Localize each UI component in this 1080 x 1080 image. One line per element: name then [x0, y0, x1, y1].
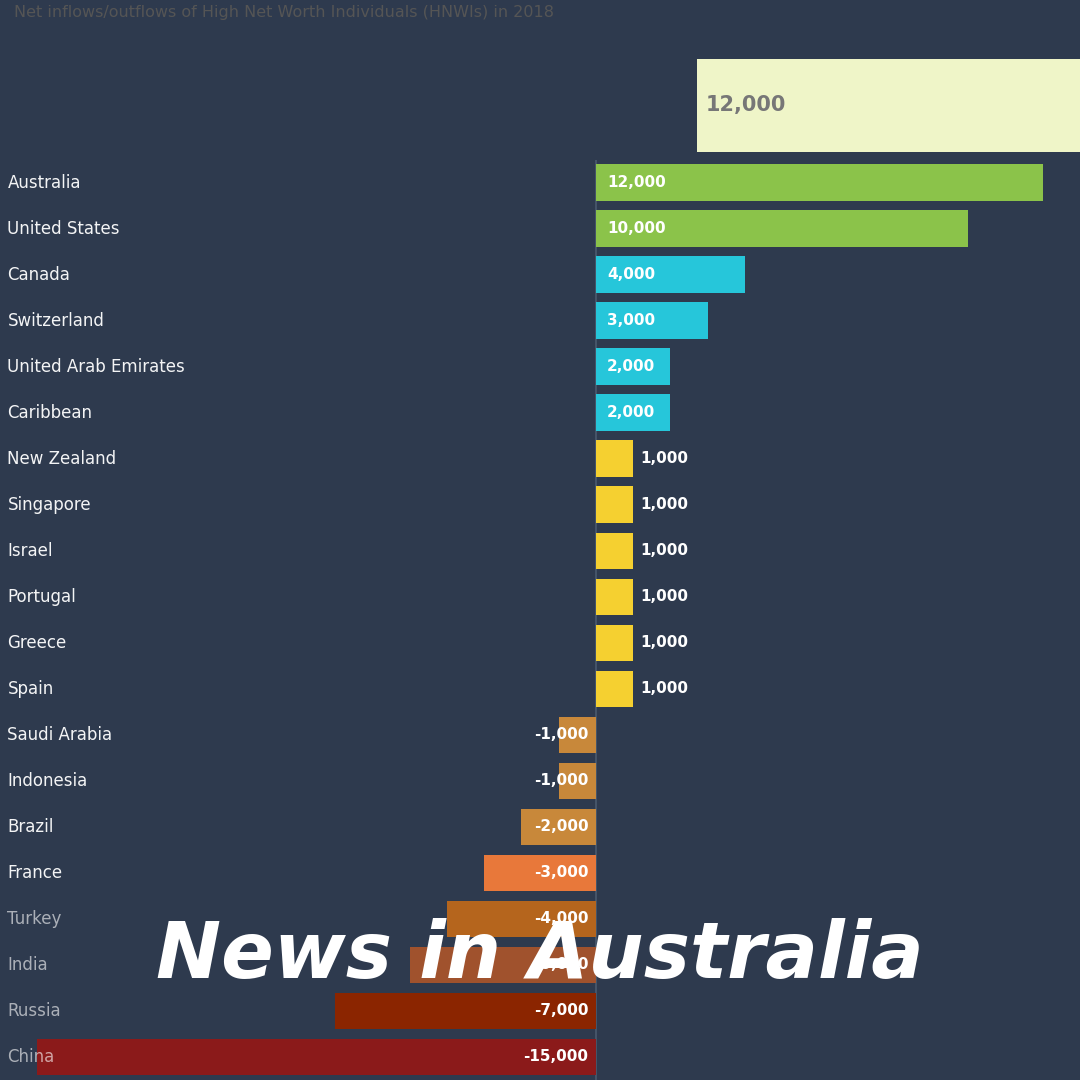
Bar	[596, 671, 633, 707]
Text: New Zealand: New Zealand	[8, 450, 117, 468]
Bar	[596, 532, 633, 569]
Bar	[37, 1039, 596, 1076]
Text: -2,000: -2,000	[534, 820, 589, 835]
Text: Canada: Canada	[8, 266, 70, 284]
Bar	[335, 993, 596, 1029]
Text: Caribbean: Caribbean	[8, 404, 93, 422]
Text: 1,000: 1,000	[640, 590, 689, 605]
Text: Portugal: Portugal	[8, 588, 77, 606]
Text: United States: United States	[8, 220, 120, 238]
Bar	[596, 486, 633, 524]
Text: Australia: Australia	[8, 174, 81, 192]
Text: Greece: Greece	[8, 634, 67, 652]
Text: News in Australia: News in Australia	[157, 918, 923, 994]
Bar	[596, 394, 671, 431]
Text: Net inflows/outflows of High Net Worth Individuals (HNWIs) in 2018: Net inflows/outflows of High Net Worth I…	[14, 4, 554, 19]
Text: Singapore: Singapore	[8, 496, 91, 514]
Text: 1,000: 1,000	[640, 451, 689, 467]
Text: 2,000: 2,000	[607, 405, 656, 420]
Bar	[484, 854, 596, 891]
FancyBboxPatch shape	[697, 59, 1080, 152]
Bar	[447, 901, 596, 937]
Text: 12,000: 12,000	[705, 95, 785, 116]
Text: 1,000: 1,000	[640, 543, 689, 558]
Text: Indonesia: Indonesia	[8, 772, 87, 789]
Text: Brazil: Brazil	[8, 818, 54, 836]
Text: 1,000: 1,000	[640, 635, 689, 650]
Bar	[558, 716, 596, 754]
Text: China: China	[8, 1048, 55, 1066]
Bar	[522, 809, 596, 846]
Text: India: India	[8, 956, 49, 974]
Bar	[409, 946, 596, 984]
Text: United Arab Emirates: United Arab Emirates	[8, 357, 185, 376]
Text: -7,000: -7,000	[534, 1003, 589, 1018]
Bar	[596, 441, 633, 477]
Bar	[596, 211, 969, 247]
Text: Switzerland: Switzerland	[8, 312, 105, 329]
Text: Israel: Israel	[8, 542, 53, 559]
Text: 4,000: 4,000	[607, 268, 656, 282]
Bar	[596, 349, 671, 386]
Text: Turkey: Turkey	[8, 910, 62, 928]
Text: 3,000: 3,000	[607, 313, 656, 328]
Text: Australia: Australia	[14, 129, 100, 147]
Bar	[596, 624, 633, 661]
Text: Saudi Arabia: Saudi Arabia	[8, 726, 112, 744]
Text: 1,000: 1,000	[640, 498, 689, 512]
Text: France: France	[8, 864, 63, 882]
Bar	[596, 164, 1043, 201]
Text: 10,000: 10,000	[607, 221, 665, 237]
Text: Russia: Russia	[8, 1002, 62, 1020]
Bar	[558, 762, 596, 799]
Bar	[596, 579, 633, 616]
Text: -1,000: -1,000	[534, 728, 589, 742]
Text: Spain: Spain	[8, 680, 54, 698]
Bar	[596, 302, 707, 339]
Text: -1,000: -1,000	[534, 773, 589, 788]
Text: 2,000: 2,000	[607, 360, 656, 375]
Text: 12,000: 12,000	[607, 175, 665, 190]
Text: -3,000: -3,000	[534, 865, 589, 880]
Text: -5,000: -5,000	[534, 958, 589, 972]
Text: -4,000: -4,000	[534, 912, 589, 927]
Text: -15,000: -15,000	[524, 1050, 589, 1065]
Bar	[596, 256, 745, 294]
Text: 1,000: 1,000	[640, 681, 689, 697]
